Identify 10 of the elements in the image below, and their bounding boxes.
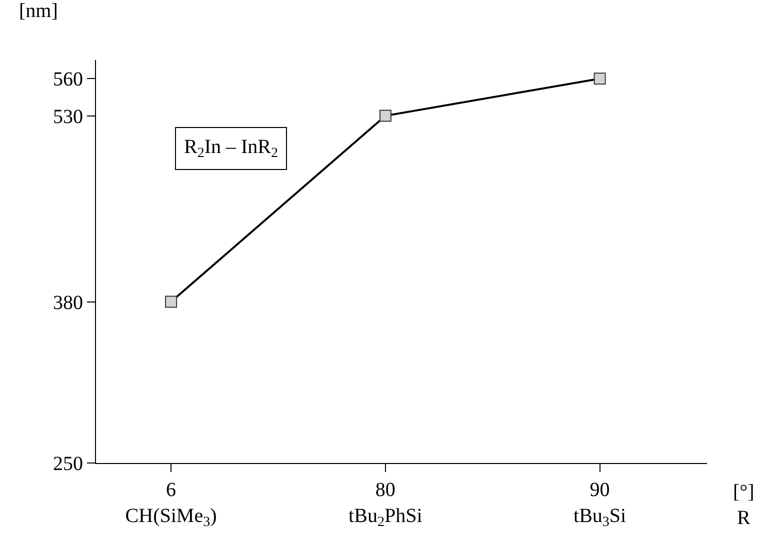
y-tick-label: 530 <box>53 106 83 128</box>
x-tick-label: 6 CH(SiMe$_{3}$) <box>125 479 217 530</box>
x-axis-title: [°] R <box>733 481 754 529</box>
x-tick-label: 80 tBu$_{2}$PhSi <box>348 479 423 530</box>
y-tick-label: 250 <box>53 453 83 475</box>
y-axis-title: [nm] <box>19 0 58 22</box>
y-tick-label: 380 <box>53 292 83 314</box>
annotation: R$_{2}$In – InR$_{2}$ <box>184 136 278 162</box>
y-tick-label: 560 <box>53 68 83 91</box>
x-tick-label: 90 tBu$_{3}$Si <box>574 479 627 530</box>
